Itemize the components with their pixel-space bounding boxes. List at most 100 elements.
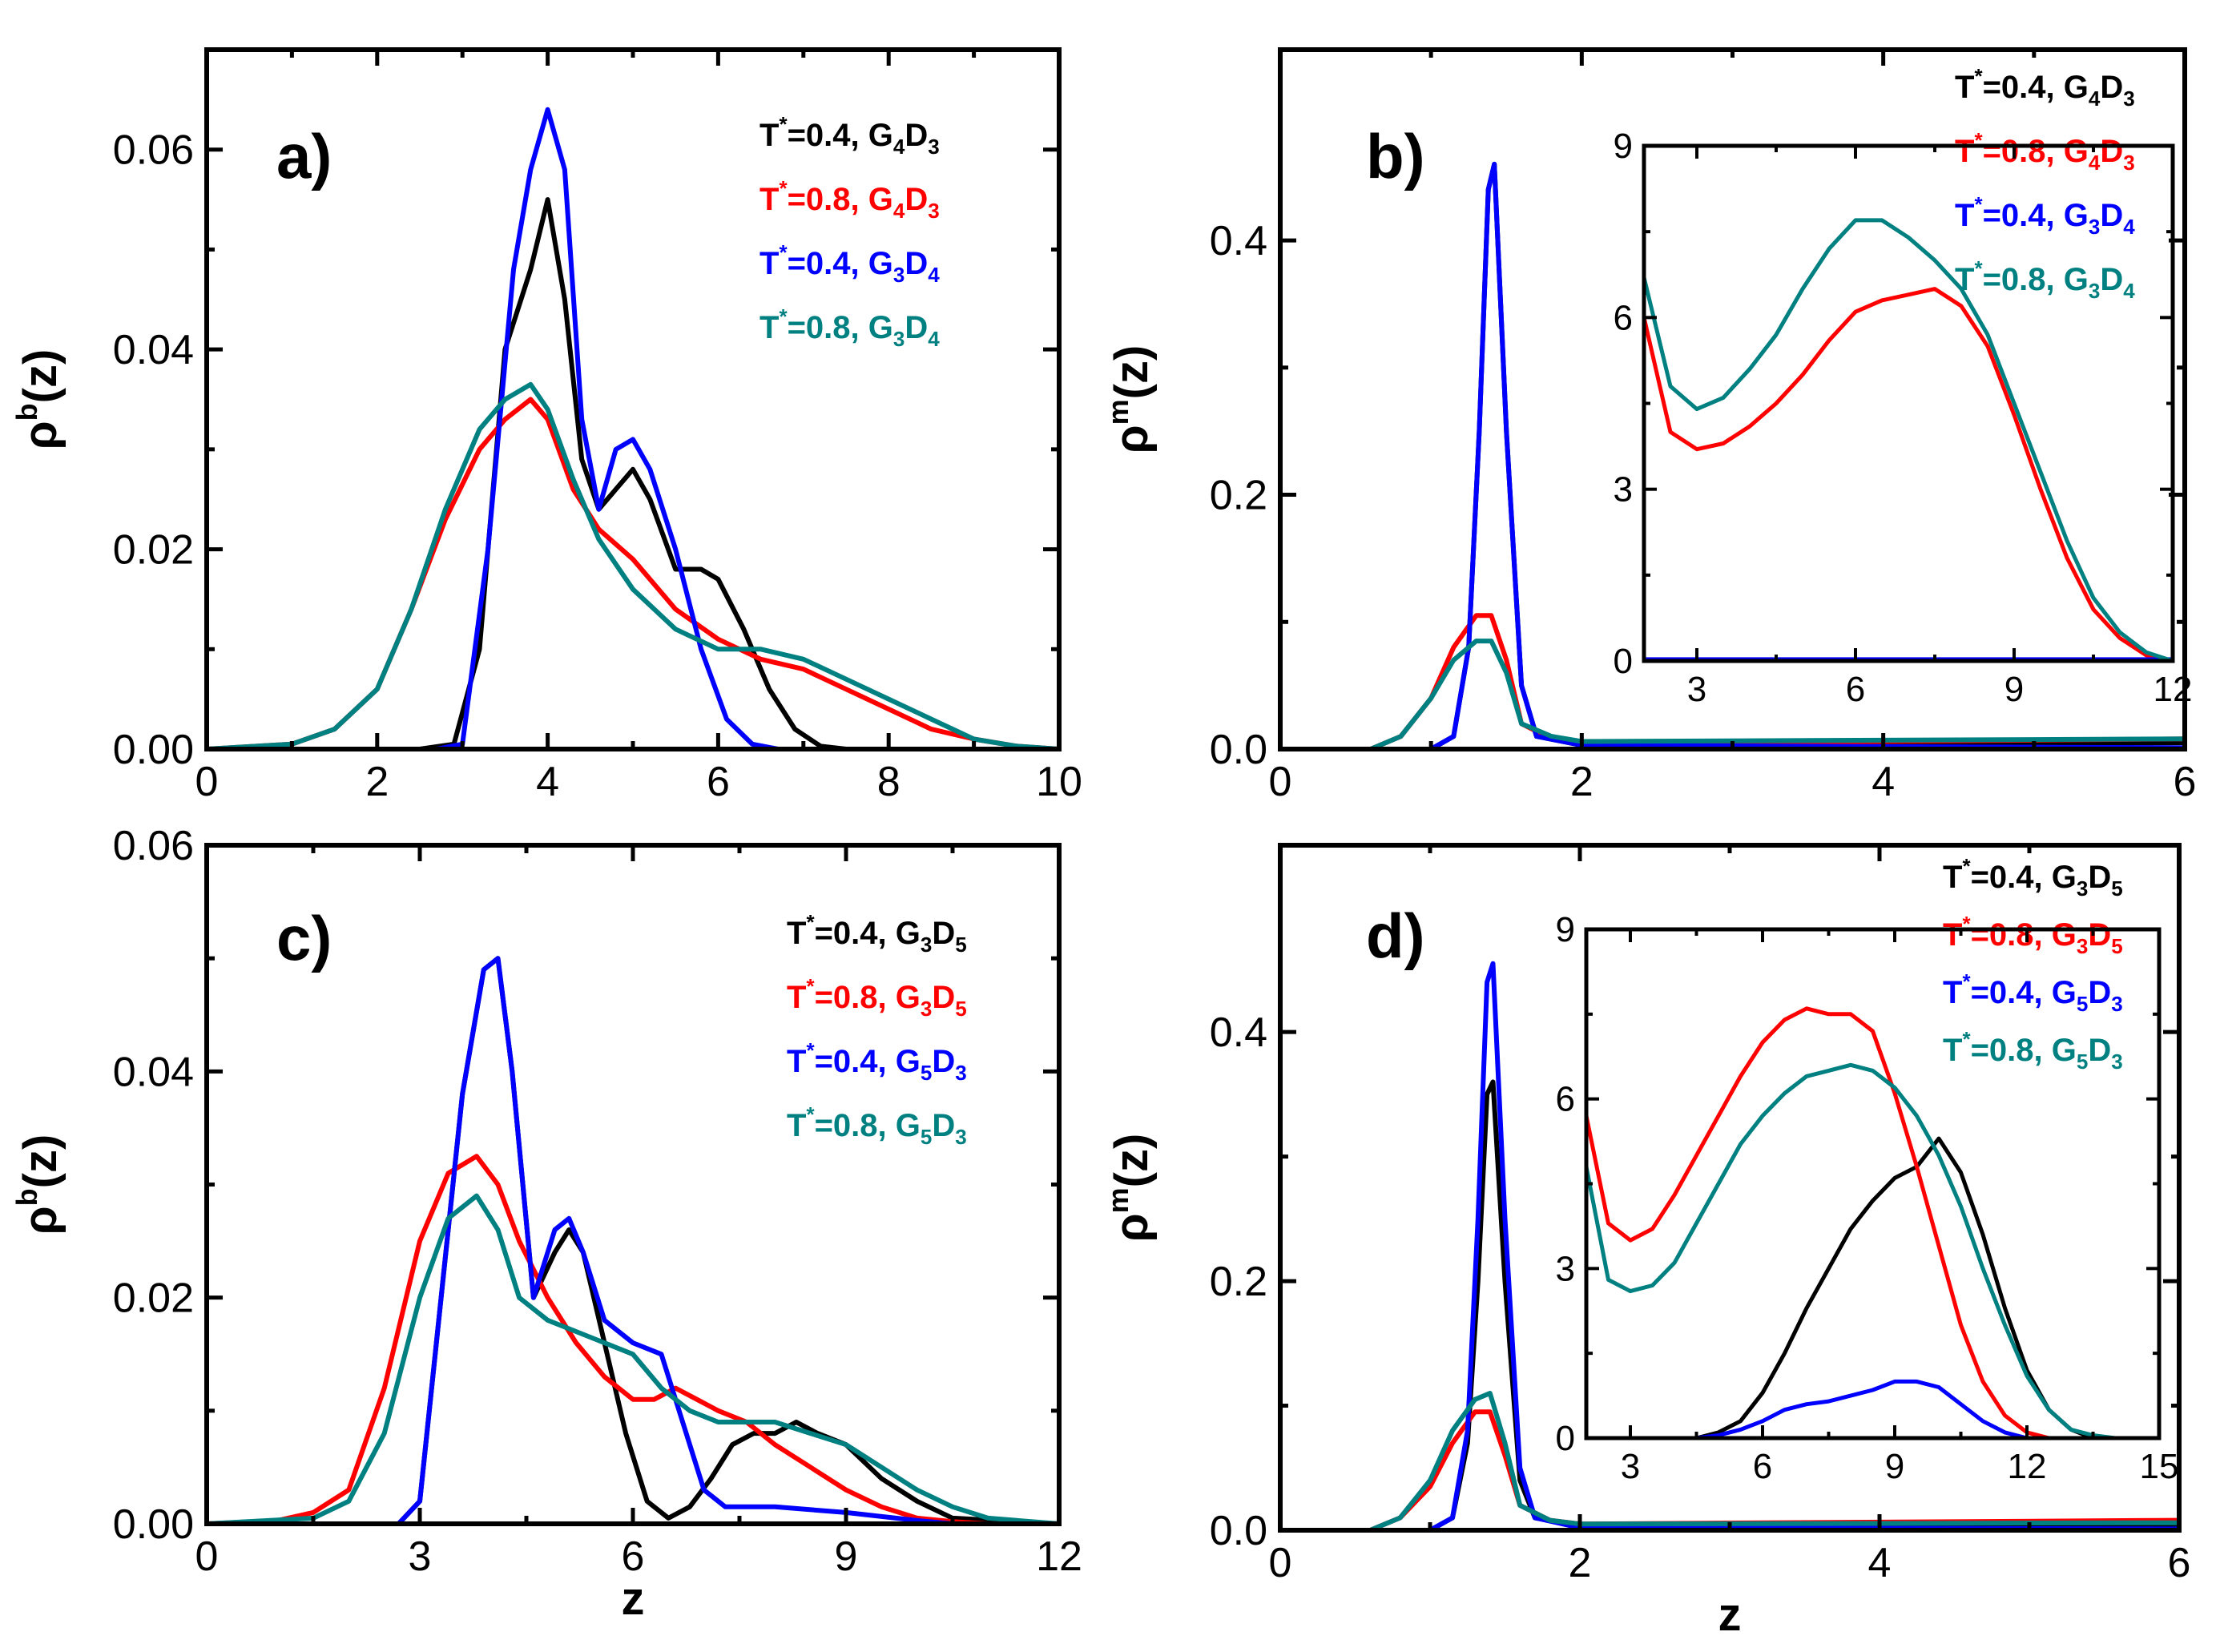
panel-label: b) xyxy=(1366,121,1425,191)
x-axis-title: z xyxy=(1718,1589,1742,1641)
inset-x-tick-label: 12 xyxy=(2008,1447,2047,1486)
legend-entry: T*=0.4, G5D3 xyxy=(787,1038,967,1085)
legend: T*=0.4, G4D3 T*=0.8, G4D3 T*=0.4, G3D4 T*=0… xyxy=(1955,64,2135,303)
main-series-line-4 xyxy=(207,381,1059,749)
inset-y-tick-label: 0 xyxy=(1556,1419,1575,1458)
main-series-line-3 xyxy=(1280,161,2185,749)
main-series-line-3 xyxy=(207,107,1059,749)
inset-y-tick-label: 6 xyxy=(1556,1080,1575,1119)
inset-y-tick-label: 9 xyxy=(1556,910,1575,949)
main-y-tick-label: 0.06 xyxy=(113,823,194,869)
inset-y-tick-label: 0 xyxy=(1614,642,1633,681)
inset-x-tick-label: 9 xyxy=(1885,1447,1904,1486)
main-x-tick-label: 6 xyxy=(2174,759,2197,805)
legend: T*=0.4, G3D5 T*=0.8, G3D5 T*=0.4, G5D3 T*=0… xyxy=(787,910,967,1149)
legend-entry: T*=0.4, G3D5 xyxy=(1943,854,2123,901)
y-axis-title: ρb(z) xyxy=(10,349,66,450)
inset-series-line-2 xyxy=(1586,1006,2159,1438)
inset-x-tick-label: 9 xyxy=(2004,670,2024,709)
main-y-tick-label: 0.0 xyxy=(1210,1508,1267,1554)
legend-entry: T*=0.4, G3D4 xyxy=(1955,192,2135,239)
inset-y-tick-label: 6 xyxy=(1614,298,1633,337)
main-x-tick-label: 6 xyxy=(707,759,730,805)
inset-y-tick-label: 3 xyxy=(1614,470,1633,510)
legend-entry: T*=0.8, G3D4 xyxy=(1955,256,2135,303)
main-y-tick-label: 0.06 xyxy=(113,127,194,174)
main-series-line-2 xyxy=(1280,613,2185,749)
legend-entry: T*=0.8, G5D3 xyxy=(787,1102,967,1149)
y-axis-title: ρm(z) xyxy=(1102,1134,1158,1243)
main-x-tick-label: 4 xyxy=(1872,759,1895,805)
main-y-tick-label: 0.02 xyxy=(113,527,194,574)
main-x-tick-label: 4 xyxy=(1868,1540,1892,1586)
inset-series-line-1 xyxy=(1586,1136,2159,1438)
inset-x-tick-label: 15 xyxy=(2140,1447,2179,1486)
main-x-tick-label: 0 xyxy=(195,759,219,805)
main-y-tick-label: 0.0 xyxy=(1210,727,1267,773)
main-x-tick-label: 2 xyxy=(1569,1540,1592,1586)
y-axis-title: ρb(z) xyxy=(10,1134,66,1235)
legend: T*=0.4, G4D3 T*=0.8, G4D3 T*=0.4, G3D4 T*=0… xyxy=(759,112,940,351)
legend-entry: T*=0.4, G4D3 xyxy=(759,112,940,159)
main-x-tick-label: 9 xyxy=(835,1533,858,1580)
inset-series-line-4 xyxy=(1644,218,2173,661)
main-series-line-4 xyxy=(1280,639,2185,749)
panel-c: 0 3 6 9 12 0.00 0.02 0.04 0.06 ρb(z) z c) T*=0.4, G3… xyxy=(10,823,1082,1625)
main-y-tick-label: 0.00 xyxy=(113,1501,194,1548)
main-series-line-2 xyxy=(207,1154,1059,1524)
main-y-tick-label: 0.00 xyxy=(113,727,194,773)
main-x-tick-label: 0 xyxy=(1269,759,1292,805)
main-series-line-4 xyxy=(207,1193,1059,1524)
main-series-line-3 xyxy=(207,956,1059,1524)
main-x-tick-label: 8 xyxy=(877,759,901,805)
main-x-tick-label: 10 xyxy=(1036,759,1082,805)
legend-entry: T*=0.4, G4D3 xyxy=(1955,64,2135,111)
panel-label: c) xyxy=(276,903,332,973)
panel-b: 0 2 4 6 0.0 0.2 0.4 ρm(z) b) T*=0.4, G4D3 T*=0.8, … xyxy=(1102,47,2197,805)
main-x-tick-label: 6 xyxy=(2168,1540,2191,1586)
panel-d: 0 2 4 6 0.0 0.2 0.4 ρm(z) z d) T*=0.4, G3D5 T*=0.8,… xyxy=(1102,843,2191,1641)
main-x-tick-label: 0 xyxy=(1269,1540,1292,1586)
main-x-tick-label: 12 xyxy=(1036,1533,1082,1580)
main-x-tick-label: 4 xyxy=(536,759,559,805)
legend-entry: T*=0.8, G3D5 xyxy=(1943,912,2123,958)
inset-x-tick-label: 6 xyxy=(1753,1447,1772,1486)
main-y-tick-label: 0.04 xyxy=(113,327,194,373)
inset-plot: 3 6 9 12 0 3 6 9 xyxy=(1614,127,2193,709)
main-x-tick-label: 2 xyxy=(1570,759,1594,805)
inset-plot: 3 6 9 12 15 0 3 6 9 xyxy=(1556,910,2179,1486)
main-y-tick-label: 0.4 xyxy=(1210,218,1267,264)
inset-series-line-4 xyxy=(1586,1062,2159,1438)
main-x-tick-label: 0 xyxy=(195,1533,219,1580)
legend-entry: T*=0.8, G4D3 xyxy=(1955,128,2135,175)
panel-label: a) xyxy=(276,121,332,191)
main-series-line-2 xyxy=(207,397,1059,749)
y-axis-title: ρm(z) xyxy=(1102,345,1158,454)
inset-series-line-3 xyxy=(1586,1379,2159,1438)
main-series-line-4 xyxy=(1280,1391,2179,1530)
legend-entry: T*=0.8, G3D4 xyxy=(759,304,940,351)
x-axis-title: z xyxy=(622,1573,645,1625)
panel-label: d) xyxy=(1366,901,1425,971)
legend-entry: T*=0.4, G3D5 xyxy=(787,910,967,957)
main-y-tick-label: 0.04 xyxy=(113,1049,194,1095)
main-y-tick-label: 0.4 xyxy=(1210,1009,1267,1056)
main-series-line-3 xyxy=(1280,961,2179,1530)
inset-y-tick-label: 3 xyxy=(1556,1249,1575,1288)
main-y-tick-label: 0.02 xyxy=(113,1275,194,1322)
main-y-tick-label: 0.2 xyxy=(1210,473,1267,519)
legend-entry: T*=0.8, G5D3 xyxy=(1943,1027,2123,1074)
main-x-tick-label: 2 xyxy=(365,759,389,805)
inset-x-tick-label: 3 xyxy=(1621,1447,1640,1486)
legend-entry: T*=0.8, G4D3 xyxy=(759,176,940,223)
inset-x-tick-label: 6 xyxy=(1846,670,1865,709)
legend-entry: T*=0.4, G5D3 xyxy=(1943,969,2123,1016)
legend-entry: T*=0.4, G3D4 xyxy=(759,240,940,287)
legend: T*=0.4, G3D5 T*=0.8, G3D5 T*=0.4, G5D3 T*=0… xyxy=(1943,854,2123,1074)
inset-x-tick-label: 3 xyxy=(1687,670,1706,709)
legend-entry: T*=0.8, G3D5 xyxy=(787,974,967,1021)
main-y-tick-label: 0.2 xyxy=(1210,1259,1267,1305)
inset-x-tick-label: 12 xyxy=(2154,670,2193,709)
panel-a: 0 2 4 6 8 10 0.00 0.02 0.04 0.06 ρb(z) a) T*=0.4, G4… xyxy=(10,47,1082,805)
